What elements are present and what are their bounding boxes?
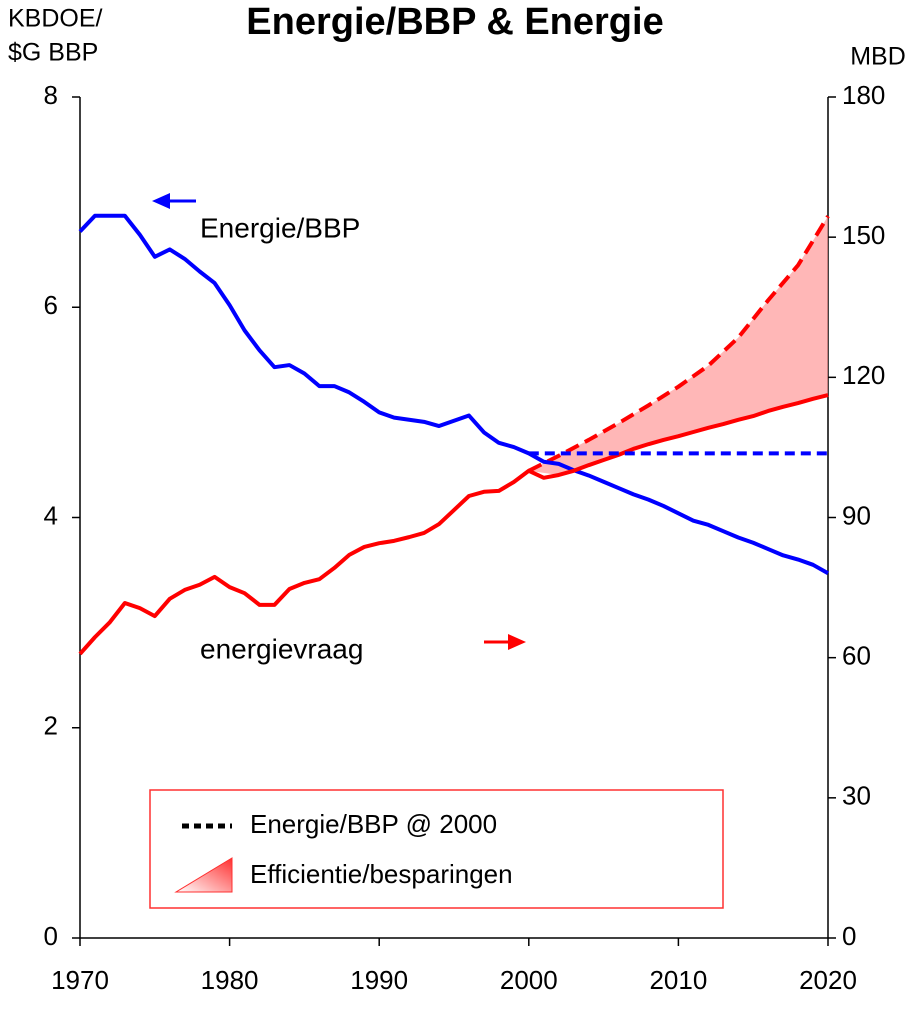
x-tick-label: 1990 [350, 965, 408, 995]
y-axis-label: $G BBP [8, 39, 98, 67]
y-tick-label: 6 [44, 290, 58, 320]
y-tick-label: 2 [44, 711, 58, 741]
arrow [152, 193, 196, 209]
y2-tick-label: 150 [842, 220, 885, 250]
legend-box [149, 789, 724, 909]
x-tick-label: 1980 [201, 965, 259, 995]
legend-label: Energie/BBP @ 2000 [250, 809, 497, 839]
x-tick-label: 2000 [500, 965, 558, 995]
x-tick-label: 2010 [649, 965, 707, 995]
projection-line [527, 215, 830, 473]
series-line [78, 393, 829, 656]
y2-tick-label: 30 [842, 781, 871, 811]
y2-tick-label: 120 [842, 360, 885, 390]
y2-tick-label: 0 [842, 921, 856, 951]
legend-swatch [174, 857, 233, 893]
chart-title: Energie/BBP & Energie [246, 1, 663, 43]
y-tick-label: 8 [44, 80, 58, 110]
y2-axis-label: MBD [850, 43, 906, 71]
x-tick-label: 2020 [799, 965, 857, 995]
savings-area [528, 216, 828, 475]
legend-label: Efficientie/besparingen [250, 859, 513, 889]
y-axis-label: KBDOE/ [8, 5, 103, 33]
y2-tick-label: 60 [842, 641, 871, 671]
y-tick-label: 0 [44, 921, 58, 951]
y2-tick-label: 90 [842, 500, 871, 530]
y2-tick-label: 180 [842, 80, 885, 110]
series-annotation: energievraag [200, 633, 363, 664]
arrow [484, 634, 526, 650]
y-tick-label: 4 [44, 500, 58, 530]
series-annotation: Energie/BBP [200, 212, 360, 243]
series-line [78, 213, 829, 575]
x-tick-label: 1970 [51, 965, 109, 995]
